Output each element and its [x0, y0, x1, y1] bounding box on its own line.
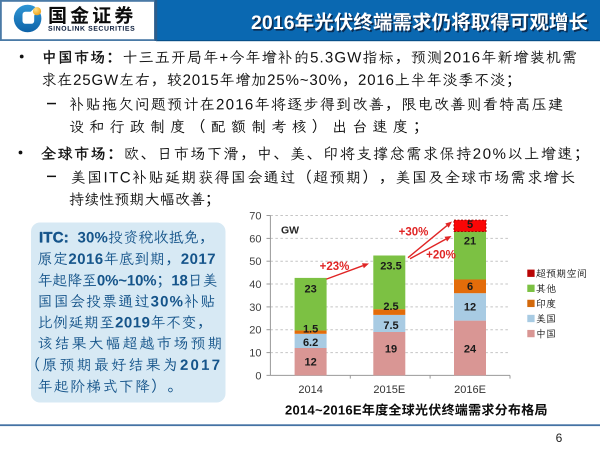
- svg-text:7.5: 7.5: [383, 320, 398, 332]
- svg-text:70: 70: [249, 210, 261, 222]
- svg-text:+20%: +20%: [426, 250, 456, 262]
- svg-text:0: 0: [255, 370, 261, 382]
- svg-text:1.5: 1.5: [303, 323, 318, 335]
- svg-text:6.2: 6.2: [303, 337, 318, 349]
- svg-text:23.5: 23.5: [380, 260, 401, 272]
- svg-text:60: 60: [249, 233, 261, 245]
- svg-text:12: 12: [464, 301, 476, 313]
- svg-text:20: 20: [249, 325, 261, 337]
- svg-text:5: 5: [467, 219, 473, 231]
- svg-text:30: 30: [249, 302, 261, 314]
- svg-text:6: 6: [556, 431, 563, 445]
- svg-text:24: 24: [464, 343, 477, 355]
- svg-text:23: 23: [304, 283, 316, 295]
- svg-text:+30%: +30%: [399, 227, 429, 239]
- svg-text:2.5: 2.5: [383, 301, 398, 313]
- svg-text:2016E: 2016E: [454, 384, 486, 396]
- svg-text:+23%: +23%: [320, 261, 350, 273]
- svg-text:21: 21: [464, 236, 476, 248]
- svg-text:6: 6: [467, 281, 473, 293]
- svg-text:2014: 2014: [298, 384, 322, 396]
- svg-text:19: 19: [385, 343, 397, 355]
- svg-text:12: 12: [304, 357, 316, 369]
- svg-text:GW: GW: [281, 224, 299, 236]
- svg-text:40: 40: [249, 279, 261, 291]
- svg-text:50: 50: [249, 256, 261, 268]
- svg-text:10: 10: [249, 348, 261, 360]
- svg-text:2015E: 2015E: [373, 384, 405, 396]
